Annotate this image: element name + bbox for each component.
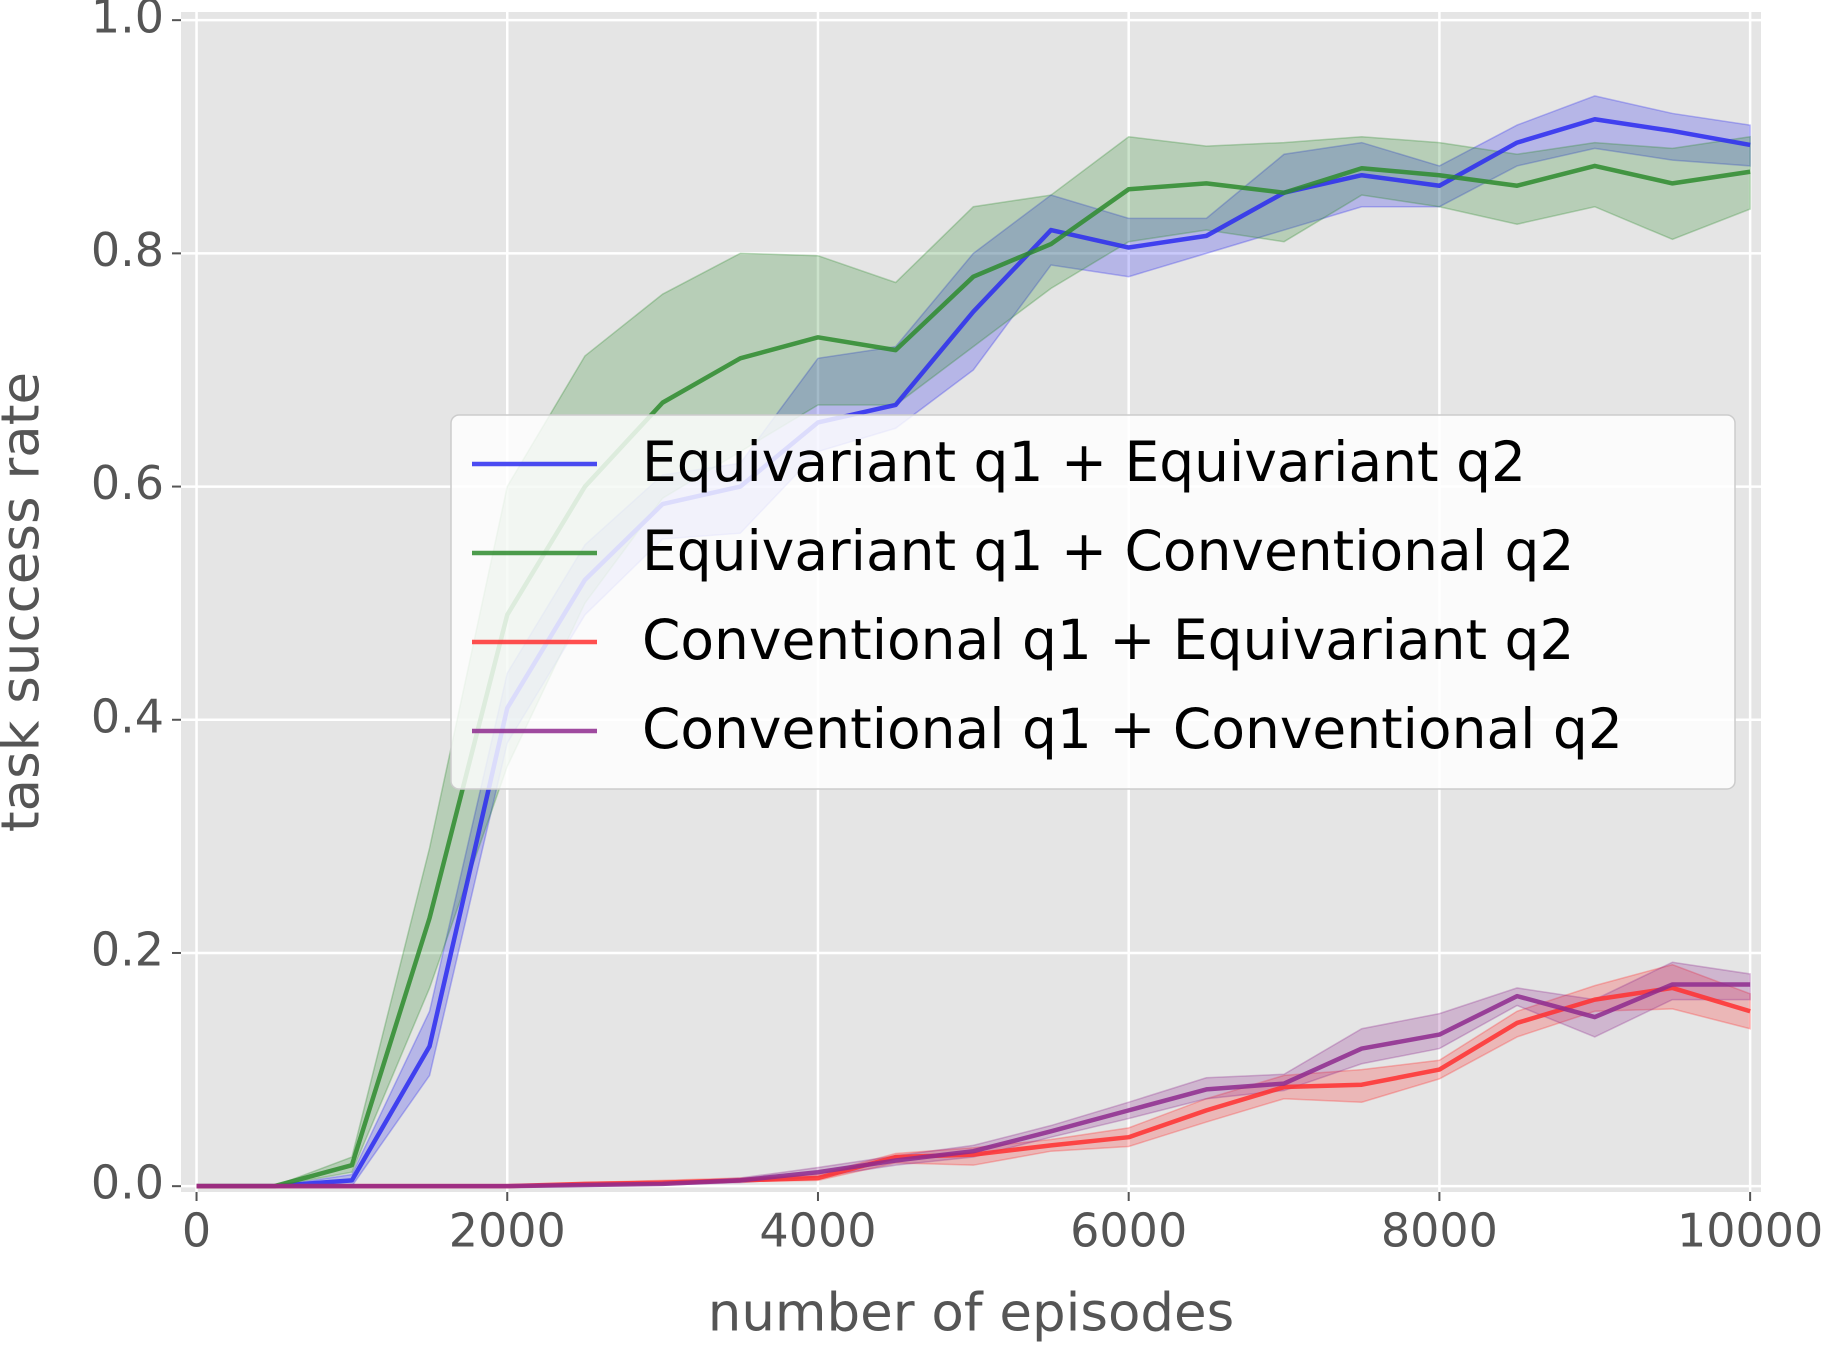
legend-label: Conventional q1 + Conventional q2 [642, 697, 1623, 761]
x-tick-label: 4000 [759, 1204, 876, 1258]
legend: Equivariant q1 + Equivariant q2 Equivaria… [450, 414, 1736, 790]
x-tick-label: 8000 [1381, 1204, 1498, 1258]
y-tick-label: 0.2 [91, 922, 164, 976]
lines [196, 117, 1751, 1189]
x-axis-label: number of episodes [708, 1283, 1235, 1344]
y-tick-label: 1.0 [91, 0, 164, 44]
legend-label: Equivariant q1 + Equivariant q2 [642, 430, 1526, 494]
legend-label: Conventional q1 + Equivariant q2 [642, 608, 1574, 672]
series-line [196, 117, 1751, 1189]
x-tick-label: 0 [182, 1204, 211, 1258]
series-line [196, 982, 1751, 1189]
series-line [196, 163, 1751, 1189]
x-tick-label: 10000 [1677, 1204, 1823, 1258]
y-tick-label: 0.4 [91, 689, 164, 743]
y-axis-label: task success rate [0, 372, 52, 832]
legend-label: Equivariant q1 + Conventional q2 [642, 519, 1574, 583]
x-tick-label: 2000 [449, 1204, 566, 1258]
y-tick-label: 0.8 [91, 223, 164, 277]
legend-box [450, 414, 1736, 790]
y-tick-label: 0.6 [91, 456, 164, 510]
y-tick-label: 0.0 [91, 1156, 164, 1210]
x-tick-label: 6000 [1070, 1204, 1187, 1258]
